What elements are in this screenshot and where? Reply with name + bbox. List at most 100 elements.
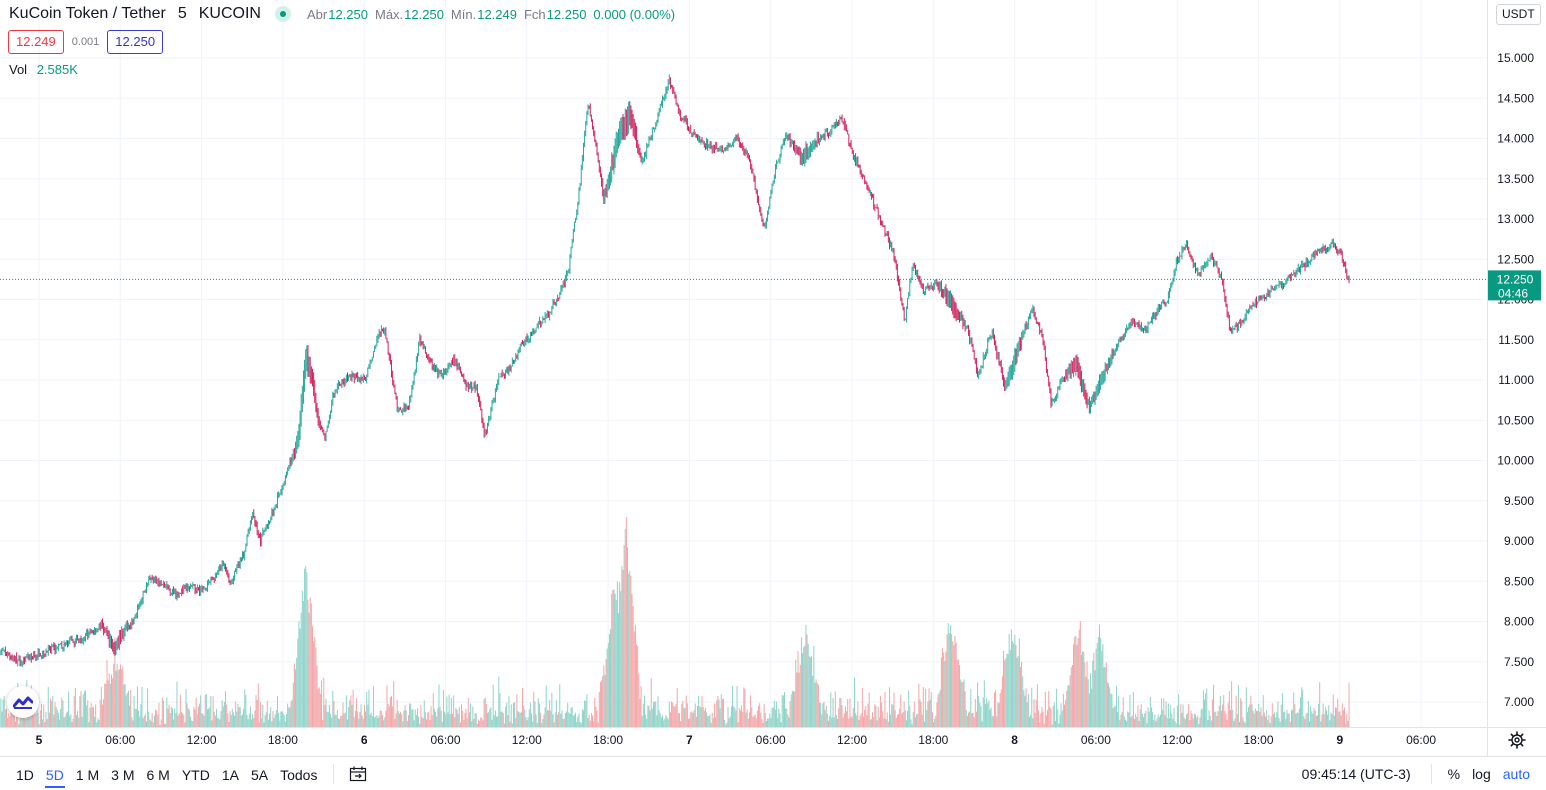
volume-legend[interactable]: Vol 2.585K — [9, 62, 78, 77]
volume-bar — [1143, 717, 1145, 727]
symbol-interval[interactable]: 5 — [177, 5, 187, 22]
volume-bar — [936, 702, 938, 727]
volume-bar — [1286, 709, 1288, 727]
volume-bar — [192, 721, 194, 727]
volume-bar — [857, 701, 859, 727]
volume-value: 2.585K — [36, 62, 78, 77]
volume-bar — [1348, 682, 1350, 727]
volume-bar — [1202, 690, 1204, 727]
volume-bar — [963, 679, 965, 727]
volume-bar — [470, 703, 472, 727]
volume-bar — [255, 695, 257, 727]
volume-bar — [1217, 711, 1219, 727]
gear-icon[interactable] — [1508, 731, 1526, 749]
currency-button[interactable]: USDT — [1496, 4, 1541, 25]
volume-bar — [316, 665, 318, 727]
volume-bar — [846, 711, 848, 727]
volume-bar — [1109, 687, 1111, 727]
volume-bar — [1331, 714, 1333, 727]
price-chart[interactable]: 7.000 7.500 8.000 8.500 9.000 9.500 10.000 10.5… — [0, 0, 1546, 756]
volume-bar — [462, 710, 464, 727]
volume-bar — [1295, 713, 1297, 727]
volume-bar — [15, 721, 17, 727]
volume-bar — [81, 716, 83, 727]
volume-bar — [1276, 712, 1278, 727]
volume-bar — [345, 695, 347, 727]
percent-scale-button[interactable]: % — [1447, 766, 1461, 782]
volume-bar — [369, 714, 371, 727]
clock-timezone[interactable]: 09:45:14 (UTC-3) — [1301, 766, 1411, 782]
symbol-exchange[interactable]: KUCOIN — [198, 5, 261, 22]
volume-bar — [226, 704, 228, 727]
volume-bar — [1118, 696, 1120, 727]
volume-bar — [715, 717, 717, 727]
volume-bar — [353, 717, 355, 727]
volume-bar — [948, 633, 950, 727]
volume-bar — [809, 657, 811, 727]
calendar-goto-icon[interactable] — [346, 762, 370, 786]
buy-price-button[interactable]: 12.250 — [107, 30, 164, 54]
range-button[interactable]: 6 M — [146, 766, 170, 783]
volume-bar — [483, 698, 485, 727]
volume-bar — [925, 688, 927, 727]
volume-bar — [372, 686, 374, 727]
volume-bar — [1105, 662, 1107, 727]
volume-bar — [257, 683, 259, 727]
range-button[interactable]: Todos — [280, 766, 318, 783]
range-button[interactable]: 1A — [221, 766, 239, 783]
range-button-active[interactable]: 5D — [40, 757, 70, 790]
volume-bar — [1269, 723, 1271, 727]
volume-bar — [173, 719, 175, 727]
price-tick-label: 14.000 — [1497, 132, 1534, 146]
volume-bar — [308, 612, 310, 727]
volume-bar — [34, 705, 36, 727]
volume-bar — [219, 719, 221, 727]
volume-bar — [598, 691, 600, 727]
volume-bar — [822, 703, 824, 727]
volume-bar — [982, 697, 984, 727]
volume-bar — [615, 599, 617, 727]
volume-bar — [762, 722, 764, 727]
volume-bar — [319, 693, 321, 727]
volume-bar — [424, 712, 426, 727]
volume-bar — [1106, 682, 1108, 727]
volume-bar — [1246, 712, 1248, 727]
volume-bar — [90, 702, 92, 727]
volume-bar — [1036, 684, 1038, 727]
price-tick-label: 11.500 — [1498, 333, 1534, 347]
volume-bar — [170, 706, 172, 727]
range-button[interactable]: YTD — [181, 766, 210, 783]
range-button[interactable]: 5A — [250, 766, 269, 783]
volume-bar — [533, 691, 535, 727]
range-button[interactable]: 1 M — [75, 766, 100, 783]
time-tick-label: 06:00 — [756, 733, 786, 747]
volume-bar — [499, 693, 501, 727]
log-scale-button[interactable]: log — [1472, 766, 1491, 782]
volume-bar — [657, 696, 659, 727]
volume-bar — [276, 696, 278, 727]
symbol-name[interactable]: KuCoin Token / Tether — [9, 5, 166, 22]
range-button[interactable]: 3 M — [111, 766, 135, 783]
price-tick-label: 9.000 — [1504, 534, 1534, 548]
volume-bar — [720, 693, 722, 727]
volume-bar — [1185, 714, 1187, 727]
volume-bar — [511, 723, 513, 727]
volume-bar — [309, 597, 311, 727]
sell-price-button[interactable]: 12.249 — [8, 30, 64, 54]
volume-bar — [593, 721, 595, 727]
tradingview-logo-icon[interactable] — [7, 686, 39, 718]
volume-bar — [83, 691, 85, 727]
volume-bar — [1146, 723, 1148, 727]
volume-bar — [532, 721, 534, 727]
volume-bar — [1149, 696, 1151, 727]
volume-bar — [395, 713, 397, 727]
time-tick-label: 9 — [1336, 733, 1343, 747]
volume-bar — [336, 710, 338, 727]
volume-bar — [665, 715, 667, 727]
volume-bar — [1263, 712, 1265, 727]
volume-bar — [1096, 643, 1098, 727]
range-button[interactable]: 1D — [16, 766, 34, 783]
volume-bar — [502, 713, 504, 727]
auto-scale-button[interactable]: auto — [1502, 766, 1530, 782]
volume-bar — [879, 695, 881, 727]
